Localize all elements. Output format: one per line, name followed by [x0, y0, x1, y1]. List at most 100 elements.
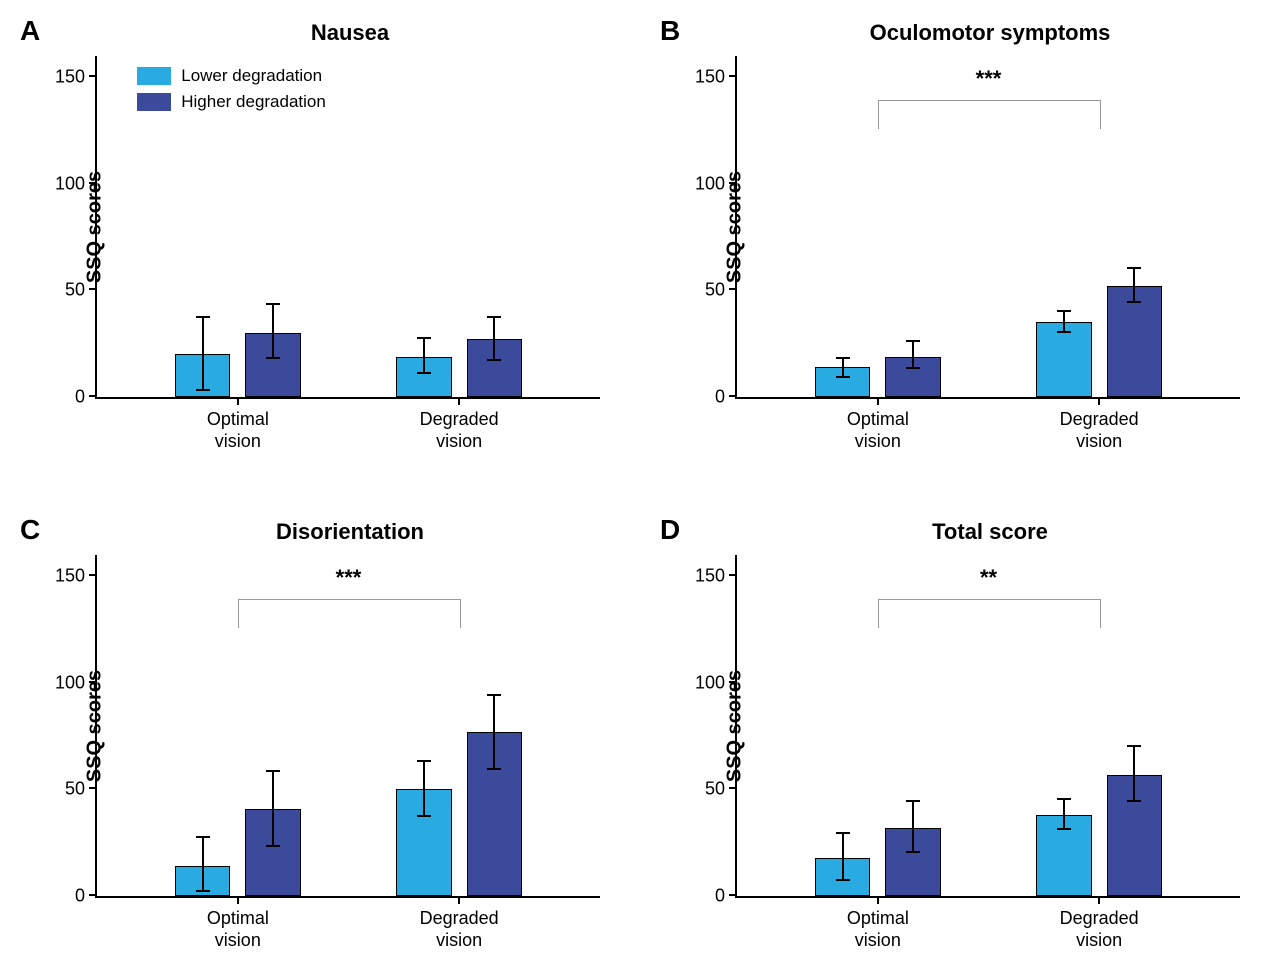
- significance-bracket: [878, 599, 1101, 627]
- legend-label: Higher degradation: [181, 92, 326, 112]
- y-tick-label: 100: [695, 173, 725, 194]
- error-cap: [487, 316, 501, 318]
- chart-area: SSQ scores050100150OptimalvisionDegraded…: [95, 56, 600, 399]
- y-tick: [729, 787, 737, 789]
- chart-area: SSQ scores050100150OptimalvisionDegraded…: [735, 56, 1240, 399]
- error-bar: [912, 342, 914, 370]
- error-cap: [1127, 800, 1141, 802]
- error-bar: [1133, 269, 1135, 303]
- plot: SSQ scores050100150OptimalvisionDegraded…: [735, 555, 1240, 898]
- error-cap: [196, 890, 210, 892]
- figure-grid: ANauseaSSQ scores050100150OptimalvisionD…: [20, 20, 1260, 958]
- x-tick: [237, 896, 239, 904]
- panel-label: D: [660, 514, 680, 546]
- x-tick: [458, 397, 460, 405]
- error-cap: [906, 851, 920, 853]
- error-bar: [202, 838, 204, 891]
- y-tick-label: 0: [715, 387, 725, 408]
- error-cap: [1057, 828, 1071, 830]
- significance-text: **: [980, 565, 997, 591]
- error-cap: [417, 372, 431, 374]
- y-tick: [89, 75, 97, 77]
- legend-swatch: [137, 93, 171, 111]
- y-tick: [89, 574, 97, 576]
- y-tick-label: 150: [695, 67, 725, 88]
- x-tick: [458, 896, 460, 904]
- y-tick-label: 50: [705, 779, 725, 800]
- error-bar: [272, 305, 274, 358]
- error-cap: [266, 845, 280, 847]
- error-cap: [906, 367, 920, 369]
- error-bar: [1063, 800, 1065, 830]
- y-tick: [89, 894, 97, 896]
- x-tick-label: Optimalvision: [207, 409, 269, 452]
- panel-label: B: [660, 15, 680, 47]
- error-cap: [1127, 267, 1141, 269]
- panel-label: A: [20, 15, 40, 47]
- x-tick: [237, 397, 239, 405]
- panel-B: BOculomotor symptomsSSQ scores050100150O…: [660, 20, 1260, 459]
- y-tick-label: 150: [55, 67, 85, 88]
- error-bar: [493, 318, 495, 361]
- panel-A: ANauseaSSQ scores050100150OptimalvisionD…: [20, 20, 620, 459]
- y-tick: [89, 681, 97, 683]
- x-tick-label: Degradedvision: [1060, 409, 1139, 452]
- y-axis-label: SSQ scores: [724, 170, 747, 282]
- y-tick-label: 150: [55, 566, 85, 587]
- error-cap: [906, 340, 920, 342]
- y-tick-label: 100: [55, 173, 85, 194]
- y-tick: [89, 182, 97, 184]
- error-bar: [1063, 312, 1065, 333]
- y-tick: [729, 75, 737, 77]
- panel-C: CDisorientationSSQ scores050100150Optima…: [20, 519, 620, 958]
- significance-bracket: [238, 599, 461, 627]
- error-bar: [423, 339, 425, 373]
- y-tick-label: 50: [65, 779, 85, 800]
- significance-bracket: [878, 100, 1101, 128]
- y-tick: [89, 395, 97, 397]
- x-tick: [1098, 896, 1100, 904]
- legend: Lower degradation Higher degradation: [137, 66, 326, 112]
- significance-text: ***: [976, 66, 1002, 92]
- error-cap: [196, 389, 210, 391]
- legend-item: Higher degradation: [137, 92, 326, 112]
- panel-title: Oculomotor symptoms: [720, 20, 1260, 46]
- y-tick-label: 100: [55, 672, 85, 693]
- panel-title: Disorientation: [80, 519, 620, 545]
- y-tick-label: 50: [65, 280, 85, 301]
- error-bar: [912, 802, 914, 853]
- y-tick-label: 0: [75, 387, 85, 408]
- x-tick: [877, 896, 879, 904]
- x-tick: [877, 397, 879, 405]
- y-tick: [89, 787, 97, 789]
- error-cap: [1127, 745, 1141, 747]
- x-tick-label: Optimalvision: [847, 908, 909, 951]
- error-cap: [196, 316, 210, 318]
- error-cap: [487, 359, 501, 361]
- panel-D: DTotal scoreSSQ scores050100150Optimalvi…: [660, 519, 1260, 958]
- error-cap: [836, 832, 850, 834]
- x-tick: [1098, 397, 1100, 405]
- legend-item: Lower degradation: [137, 66, 326, 86]
- y-tick: [729, 288, 737, 290]
- error-bar: [842, 834, 844, 881]
- y-tick-label: 0: [715, 886, 725, 907]
- y-tick: [729, 395, 737, 397]
- error-cap: [1057, 798, 1071, 800]
- error-cap: [487, 768, 501, 770]
- y-tick-label: 100: [695, 672, 725, 693]
- error-cap: [266, 770, 280, 772]
- error-bar: [423, 762, 425, 817]
- error-cap: [1057, 331, 1071, 333]
- significance-text: ***: [336, 565, 362, 591]
- y-tick: [729, 681, 737, 683]
- panel-label: C: [20, 514, 40, 546]
- error-cap: [487, 694, 501, 696]
- y-tick: [729, 182, 737, 184]
- chart-area: SSQ scores050100150OptimalvisionDegraded…: [95, 555, 600, 898]
- error-cap: [417, 337, 431, 339]
- chart-area: SSQ scores050100150OptimalvisionDegraded…: [735, 555, 1240, 898]
- error-cap: [1057, 310, 1071, 312]
- error-cap: [266, 303, 280, 305]
- error-cap: [417, 760, 431, 762]
